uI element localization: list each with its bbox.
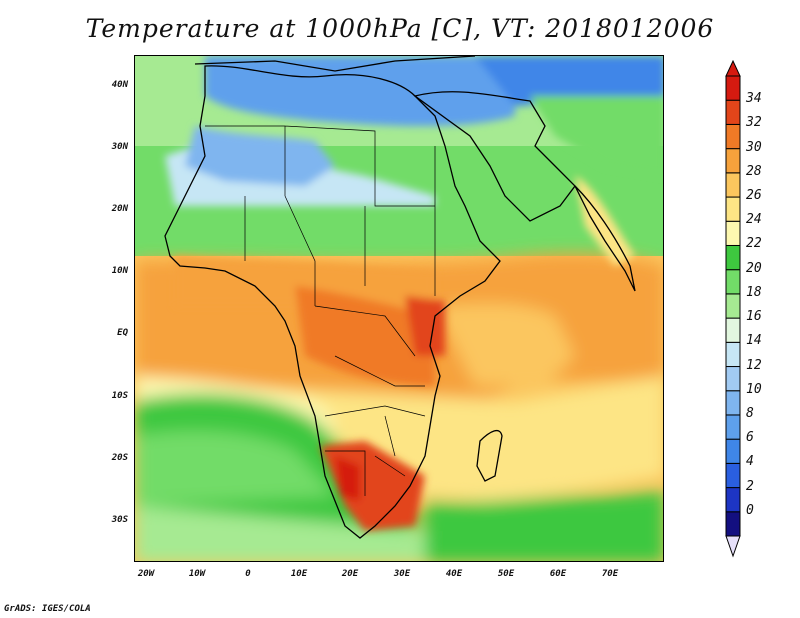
map-canvas	[135, 56, 663, 561]
colorbar-level-label: 20	[746, 260, 762, 276]
arabia-coastline	[413, 91, 576, 222]
colorbar-level-label: 4	[746, 454, 754, 470]
lon-label-40e: 40E	[445, 569, 463, 579]
lat-label-10s: 10S	[111, 391, 128, 401]
lon-label-10e: 10E	[290, 569, 308, 579]
colorbar-level-label: 12	[746, 357, 762, 373]
east-africa-hot	[405, 296, 445, 356]
colorbar-level-label: 6	[746, 430, 754, 446]
coastlines	[164, 56, 636, 539]
india-yellow	[575, 176, 635, 266]
colorbar-box	[725, 438, 741, 464]
colorbar-box	[725, 269, 741, 295]
colorbar-box	[725, 511, 741, 537]
europe-blue	[475, 56, 663, 106]
colorbar-level-label: 18	[746, 284, 762, 300]
colorbar-level-label: 0	[746, 502, 754, 518]
lat-label-40n: 40N	[111, 80, 128, 90]
colorbar-level-label: 32	[746, 115, 762, 131]
southern-ocean-green	[425, 491, 663, 561]
colorbar	[725, 60, 741, 558]
lat-label-20n: 20N	[111, 204, 128, 214]
colorbar-box	[725, 99, 741, 125]
colorbar-box	[725, 220, 741, 246]
colorbar-level-label: 8	[746, 405, 754, 421]
colorbar-level-label: 14	[746, 333, 762, 349]
indian-ocean-warm	[435, 303, 575, 386]
colorbar-box	[725, 172, 741, 198]
colorbar-box	[725, 293, 741, 319]
africa-coastline	[164, 65, 501, 539]
lat-label-30s: 30S	[111, 515, 128, 525]
colorbar-box	[725, 244, 741, 271]
lon-label-60e: 60E	[549, 569, 567, 579]
sahara-blue	[185, 126, 335, 186]
colorbar-box	[725, 487, 741, 513]
lon-label-30e: 30E	[393, 569, 411, 579]
lon-label-70e: 70E	[601, 569, 619, 579]
namibia-hottest	[335, 456, 360, 501]
colorbar-box	[725, 148, 741, 174]
lat-label-30n: 30N	[111, 142, 128, 152]
colorbar-level-label: 16	[746, 309, 762, 325]
colorbar-box	[725, 390, 741, 416]
colorbar-level-label: 22	[746, 236, 762, 252]
lat-label-10n: 10N	[111, 266, 128, 276]
lon-label-10w: 10W	[188, 569, 206, 579]
lon-label-50e: 50E	[497, 569, 515, 579]
colorbar-level-label: 26	[746, 188, 762, 204]
central-africa-hot	[295, 286, 435, 386]
grads-credit: GrADS: IGES/COLA	[4, 604, 91, 614]
colorbar-level-label: 34	[746, 91, 762, 107]
lon-label-20w: 20W	[137, 569, 155, 579]
colorbar-box	[725, 341, 741, 368]
lat-label-20s: 20S	[111, 453, 128, 463]
lon-label-20e: 20E	[341, 569, 359, 579]
colorbar-level-label: 2	[746, 478, 754, 494]
colorbar-box	[725, 75, 741, 101]
colorbar-over-triangle	[725, 60, 741, 77]
colorbar-box	[725, 462, 741, 489]
atlantic-light-green	[135, 431, 335, 506]
colorbar-box	[725, 366, 741, 392]
madagascar-coastline	[476, 429, 503, 482]
colorbar-level-label: 28	[746, 163, 762, 179]
colorbar-level-label: 10	[746, 381, 762, 397]
chart-title: Temperature at 1000hPa [C], VT: 20180120…	[85, 14, 715, 43]
colorbar-box	[725, 123, 741, 150]
far-south-light-green	[135, 506, 425, 561]
lat-label-eq: EQ	[117, 328, 128, 338]
colorbar-box	[725, 414, 741, 440]
arabia-green	[530, 96, 663, 176]
north-africa-blue	[205, 56, 515, 126]
india-coastline	[574, 185, 636, 292]
temperature-map[interactable]	[134, 55, 664, 562]
colorbar-box	[725, 196, 741, 222]
lon-label-0: 0	[245, 569, 251, 579]
colorbar-level-label: 30	[746, 139, 762, 155]
country-borders	[205, 125, 436, 496]
mediterranean-north-coast	[194, 56, 476, 72]
colorbar-box	[725, 317, 741, 343]
colorbar-level-label: 24	[746, 212, 762, 228]
colorbar-under-triangle	[725, 535, 741, 558]
